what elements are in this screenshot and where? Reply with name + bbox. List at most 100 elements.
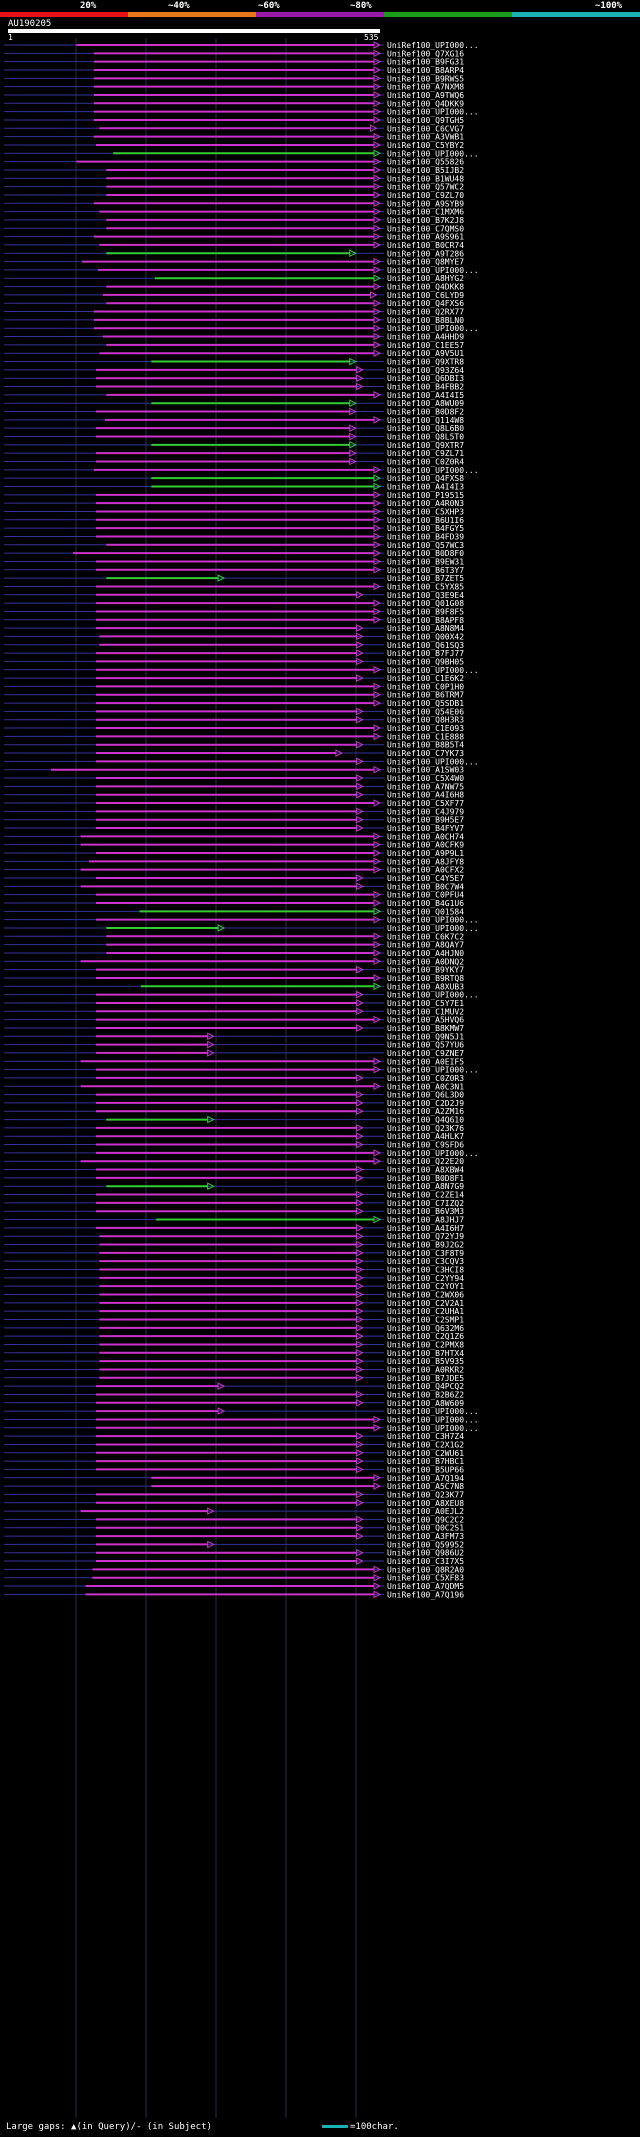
hit-row[interactable]: UniRef100_C1EE57 — [4, 341, 464, 350]
hit-row[interactable]: UniRef100_C0PFU4 — [4, 891, 464, 900]
hit-label[interactable]: UniRef100_B0CR74 — [387, 241, 464, 250]
hit-label[interactable]: UniRef100_A9TWQ6 — [387, 91, 464, 100]
hit-row[interactable]: UniRef100_UPI000... — [4, 924, 479, 933]
hit-row[interactable]: UniRef100_C2UHA1 — [4, 1307, 464, 1316]
hit-row[interactable]: UniRef100_C6CVG7 — [4, 124, 464, 133]
hit-label[interactable]: UniRef100_C5XHP3 — [387, 507, 464, 516]
hit-row[interactable]: UniRef100_A9TWQ6 — [4, 91, 464, 100]
hit-row[interactable]: UniRef100_A8HYG2 — [4, 274, 464, 283]
hit-label[interactable]: UniRef100_B6U1I6 — [387, 516, 464, 525]
hit-label[interactable]: UniRef100_B0D8F0 — [387, 549, 464, 558]
hit-label[interactable]: UniRef100_B7ZET5 — [387, 574, 464, 583]
hit-row[interactable]: UniRef100_C6K7C2 — [4, 932, 464, 941]
hit-row[interactable]: UniRef100_C9ZL70 — [4, 191, 464, 200]
hit-label[interactable]: UniRef100_A3FM73 — [387, 1532, 464, 1541]
hit-label[interactable]: UniRef100_A0CFX2 — [387, 866, 464, 875]
hit-label[interactable]: UniRef100_Q8L6B0 — [387, 424, 464, 433]
hit-row[interactable]: UniRef100_B9EW31 — [4, 557, 464, 566]
hit-label[interactable]: UniRef100_Q5SDB1 — [387, 699, 464, 708]
hit-row[interactable]: UniRef100_C4J979 — [4, 807, 464, 816]
hit-row[interactable]: UniRef100_B7HTX4 — [4, 1349, 464, 1358]
hit-row[interactable]: UniRef100_C0P1H0 — [4, 682, 464, 691]
hit-label[interactable]: UniRef100_Q4FXS8 — [387, 474, 464, 483]
hit-label[interactable]: UniRef100_B7FJ77 — [387, 649, 464, 658]
hit-row[interactable]: UniRef100_UPI000... — [4, 916, 479, 925]
hit-label[interactable]: UniRef100_C2V2A1 — [387, 1299, 464, 1308]
hit-row[interactable]: UniRef100_Q8L5T0 — [4, 433, 464, 442]
hit-row[interactable]: UniRef100_Q59952 — [4, 1540, 464, 1549]
hit-row[interactable]: UniRef100_B8ARP4 — [4, 66, 464, 75]
hit-row[interactable]: UniRef100_C5XF83 — [4, 1574, 464, 1583]
hit-label[interactable]: UniRef100_A8QAY7 — [387, 941, 464, 950]
hit-row[interactable]: UniRef100_C5YBY2 — [4, 141, 464, 150]
hit-row[interactable]: UniRef100_Q01G08 — [4, 599, 464, 608]
hit-label[interactable]: UniRef100_B8BLN0 — [387, 316, 464, 325]
hit-label[interactable]: UniRef100_A8N8M4 — [387, 624, 464, 633]
hit-label[interactable]: UniRef100_B8B5T4 — [387, 741, 464, 750]
hit-row[interactable]: UniRef100_A0CH74 — [4, 832, 464, 841]
hit-row[interactable]: UniRef100_B1WU48 — [4, 174, 464, 183]
hit-label[interactable]: UniRef100_C7QMS0 — [387, 224, 464, 233]
hit-row[interactable]: UniRef100_B7K2J8 — [4, 216, 464, 225]
hit-label[interactable]: UniRef100_A8JHJ7 — [387, 1216, 464, 1225]
hit-label[interactable]: UniRef100_UPI000... — [387, 149, 479, 158]
hit-label[interactable]: UniRef100_Q986U2 — [387, 1549, 464, 1558]
hit-row[interactable]: UniRef100_C9ZL71 — [4, 449, 464, 458]
hit-row[interactable]: UniRef100_C2ZE14 — [4, 1191, 464, 1200]
hit-row[interactable]: UniRef100_B4FGY5 — [4, 524, 464, 533]
hit-label[interactable]: UniRef100_A5C7N8 — [387, 1482, 464, 1491]
hit-label[interactable]: UniRef100_Q9C2C2 — [387, 1515, 464, 1524]
hit-label[interactable]: UniRef100_C1EE57 — [387, 341, 464, 350]
hit-label[interactable]: UniRef100_Q00X42 — [387, 632, 464, 641]
hit-label[interactable]: UniRef100_C5X4W0 — [387, 774, 464, 783]
hit-row[interactable]: UniRef100_UPI000... — [4, 1066, 479, 1075]
hit-row[interactable]: UniRef100_B4FYV7 — [4, 824, 464, 833]
hit-label[interactable]: UniRef100_C7YK73 — [387, 749, 464, 758]
hit-label[interactable]: UniRef100_B6TRM7 — [387, 691, 464, 700]
hit-row[interactable]: UniRef100_B9F8F5 — [4, 607, 464, 616]
hit-label[interactable]: UniRef100_C1E093 — [387, 724, 464, 733]
hit-row[interactable]: UniRef100_B6T3Y7 — [4, 566, 464, 575]
hit-label[interactable]: UniRef100_A9T286 — [387, 249, 464, 258]
hit-row[interactable]: UniRef100_A7Q194 — [4, 1474, 464, 1483]
hit-row[interactable]: UniRef100_A4HHD9 — [4, 333, 464, 342]
hit-label[interactable]: UniRef100_C2UHA1 — [387, 1307, 464, 1316]
hit-label[interactable]: UniRef100_A0EJL2 — [387, 1507, 464, 1516]
hit-row[interactable]: UniRef100_C7YK73 — [4, 749, 464, 758]
hit-row[interactable]: UniRef100_A8XBW4 — [4, 1166, 464, 1175]
hit-row[interactable]: UniRef100_B8KMW7 — [4, 1024, 464, 1033]
hit-row[interactable]: UniRef100_B9J2G2 — [4, 1241, 464, 1250]
hit-label[interactable]: UniRef100_C4J979 — [387, 807, 464, 816]
hit-label[interactable]: UniRef100_UPI000... — [387, 1066, 479, 1075]
hit-label[interactable]: UniRef100_Q4PCQ2 — [387, 1382, 464, 1391]
hit-row[interactable]: UniRef100_UPI000... — [4, 266, 479, 275]
hit-row[interactable]: UniRef100_B7HBC1 — [4, 1457, 464, 1466]
hit-label[interactable]: UniRef100_A0CFK9 — [387, 841, 464, 850]
hit-label[interactable]: UniRef100_B4FBB2 — [387, 383, 464, 392]
hit-row[interactable]: UniRef100_A0EIF5 — [4, 1057, 464, 1066]
hit-row[interactable]: UniRef100_Q0C2S1 — [4, 1524, 464, 1533]
hit-label[interactable]: UniRef100_B0D8F2 — [387, 408, 464, 417]
hit-label[interactable]: UniRef100_B9YKY7 — [387, 966, 464, 975]
hit-label[interactable]: UniRef100_B9F8F5 — [387, 607, 464, 616]
hit-label[interactable]: UniRef100_C2ZE14 — [387, 1191, 464, 1200]
hit-row[interactable]: UniRef100_Q8R2A0 — [4, 1565, 464, 1574]
hit-row[interactable]: UniRef100_B9FG31 — [4, 58, 464, 67]
hit-row[interactable]: UniRef100_Q4FXS8 — [4, 474, 464, 483]
hit-row[interactable]: UniRef100_B9RTQ8 — [4, 974, 464, 983]
hit-label[interactable]: UniRef100_UPI000... — [387, 1424, 479, 1433]
hit-label[interactable]: UniRef100_A9S961 — [387, 233, 464, 242]
hit-row[interactable]: UniRef100_Q4DKK8 — [4, 283, 464, 292]
hit-row[interactable]: UniRef100_B8APF8 — [4, 616, 464, 625]
hit-label[interactable]: UniRef100_C9ZL70 — [387, 191, 464, 200]
hit-label[interactable]: UniRef100_B7K2J8 — [387, 216, 464, 225]
hit-label[interactable]: UniRef100_Q6L3D0 — [387, 1091, 464, 1100]
hit-row[interactable]: UniRef100_Q4Q610 — [4, 1116, 464, 1125]
hit-label[interactable]: UniRef100_C0PFU4 — [387, 891, 464, 900]
hit-label[interactable]: UniRef100_Q8MYE7 — [387, 258, 464, 267]
hit-label[interactable]: UniRef100_Q4DKK9 — [387, 99, 464, 108]
hit-row[interactable]: UniRef100_B7FJ77 — [4, 649, 464, 658]
hit-row[interactable]: UniRef100_C2V2A1 — [4, 1299, 464, 1308]
hit-label[interactable]: UniRef100_A4I6H7 — [387, 1224, 464, 1233]
hit-row[interactable]: UniRef100_A2ZM16 — [4, 1107, 464, 1116]
